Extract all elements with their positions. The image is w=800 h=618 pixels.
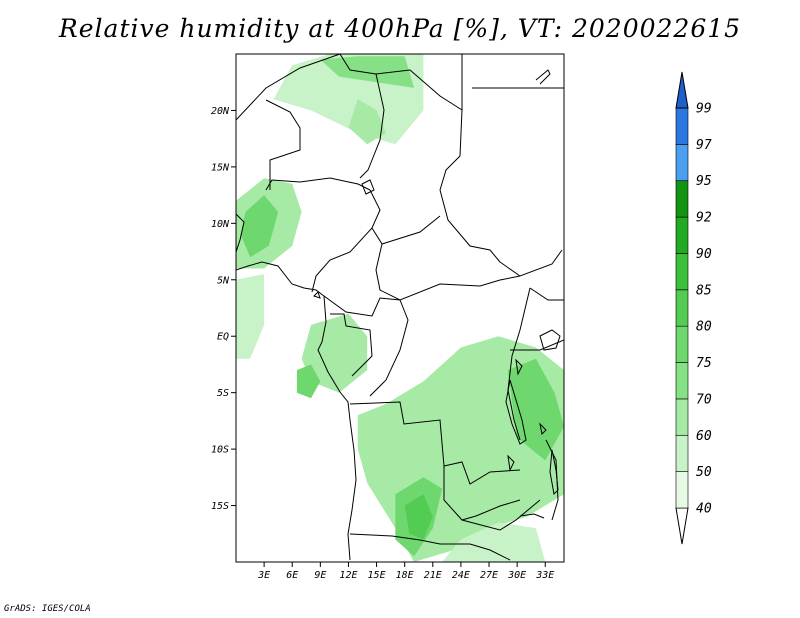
- border-libya-chad: [439, 54, 463, 191]
- border-gabon-congo: [330, 313, 373, 377]
- border-car-south: [375, 243, 521, 301]
- river-zambezi: [519, 513, 545, 519]
- plot-frame: [235, 53, 565, 563]
- humidity-region-gabon-congo: [301, 313, 368, 393]
- colorbar-label: 85: [696, 283, 712, 298]
- lat-tick-label: 10S: [211, 445, 229, 456]
- grads-credit: GrADS: IGES/COLA: [4, 604, 91, 614]
- colorbar-under-arrow: [675, 507, 689, 545]
- border-niger-nigeria: [265, 177, 371, 191]
- border-cameroon-car: [371, 215, 441, 245]
- latitude-axis: 20N 15N 10N 5N EQ 5S 10S 15S: [211, 106, 236, 512]
- border-cameroon-gabon: [323, 295, 401, 317]
- colorbar-label: 90: [696, 247, 712, 262]
- border-sudan-south: [499, 249, 563, 277]
- colorbar-label: 95: [696, 174, 712, 189]
- lon-tick-label: 12E: [339, 570, 357, 581]
- lat-tick-label: 10N: [211, 219, 230, 230]
- border-angola-namibia: [349, 533, 511, 561]
- border-chad-east: [439, 189, 501, 263]
- colorbar-segment: [675, 144, 689, 182]
- border-uganda-kenya: [529, 287, 564, 301]
- humidity-region-southeast-strip: [442, 522, 546, 562]
- humidity-region-sahel-north-core: [320, 56, 415, 88]
- colorbar-label: 99: [696, 102, 712, 117]
- lon-tick-label: 3E: [257, 570, 270, 581]
- border-algeria-mali: [236, 54, 341, 121]
- border-nigeria-cameroon: [311, 189, 381, 293]
- colorbar-segment: [675, 325, 689, 363]
- colorbar-label: 70: [696, 392, 712, 407]
- lat-tick-label: 15S: [211, 501, 229, 512]
- coastline: [236, 261, 357, 561]
- lat-tick-label: EQ: [217, 332, 229, 343]
- colorbar: 40 50 60 70 75 80 85 90 92 95 97 99: [675, 71, 712, 545]
- red-sea-coast: [535, 69, 551, 85]
- lon-tick-label: 21E: [424, 570, 442, 581]
- colorbar-segment: [675, 289, 689, 327]
- humidity-region-angola-south-deep: [404, 494, 433, 540]
- plot-area: [236, 54, 564, 562]
- lon-tick-label: 33E: [535, 570, 554, 581]
- lat-tick-label: 5N: [217, 275, 230, 286]
- colorbar-label: 40: [696, 502, 712, 517]
- lat-tick-label: 20N: [211, 106, 230, 117]
- country-borders: [236, 54, 564, 561]
- lake-chad: [361, 179, 375, 195]
- reservoir-east: [539, 422, 547, 436]
- colorbar-label: 80: [696, 320, 712, 335]
- colorbar-segment: [675, 180, 689, 218]
- colorbar-segment: [675, 216, 689, 254]
- border-drc-east: [507, 287, 531, 441]
- colorbar-segment: [675, 107, 689, 145]
- border-niger-north: [339, 54, 463, 111]
- colorbar-label: 60: [696, 429, 712, 444]
- lake-kivu: [515, 358, 523, 376]
- border-niger-chad: [359, 73, 385, 179]
- lon-tick-label: 18E: [396, 570, 414, 581]
- border-zambia-south: [461, 499, 521, 521]
- colorbar-segment: [675, 434, 689, 472]
- humidity-region-congo-coast-core: [296, 364, 321, 399]
- border-niger-mali: [265, 99, 301, 190]
- lake-victoria: [539, 329, 561, 351]
- lon-tick-label: 24E: [452, 570, 470, 581]
- island-bioko: [313, 291, 321, 299]
- lon-tick-label: 9E: [314, 570, 326, 581]
- colorbar-label: 97: [696, 138, 712, 153]
- border-congo-drc: [369, 299, 409, 397]
- colorbar-label: 50: [696, 465, 712, 480]
- humidity-region-west-coast-core: [240, 195, 279, 258]
- colorbar-over-arrow: [675, 71, 689, 109]
- lake-mweru: [507, 454, 515, 472]
- lat-tick-label: 5S: [217, 388, 229, 399]
- colorbar-label: 92: [696, 211, 712, 226]
- humidity-fills: [236, 54, 564, 562]
- colorbar-segment: [675, 253, 689, 291]
- longitude-axis: 3E 6E 9E 12E 15E 18E 21E 24E 27E 30E 33E: [257, 562, 554, 581]
- border-tanzania: [510, 339, 564, 351]
- lat-tick-label: 15N: [211, 162, 230, 173]
- lon-tick-label: 6E: [286, 570, 298, 581]
- lon-tick-label: 30E: [507, 570, 526, 581]
- humidity-region-east-lakes-core: [507, 358, 564, 461]
- humidity-region-gulf-guinea-patch: [236, 274, 265, 359]
- coastline-west: [236, 213, 245, 253]
- colorbar-segment: [675, 471, 689, 509]
- map-title: Relative humidity at 400hPa [%], VT: 202…: [58, 14, 742, 43]
- lake-tanganyika: [505, 379, 527, 445]
- colorbar-segment: [675, 398, 689, 436]
- lon-tick-label: 15E: [368, 570, 386, 581]
- border-zambia: [443, 466, 541, 531]
- colorbar-segment: [675, 362, 689, 400]
- humidity-region-niger-moist: [348, 99, 386, 145]
- lon-tick-label: 27E: [480, 570, 498, 581]
- colorbar-label: 75: [696, 356, 712, 371]
- lake-malawi: [549, 449, 559, 496]
